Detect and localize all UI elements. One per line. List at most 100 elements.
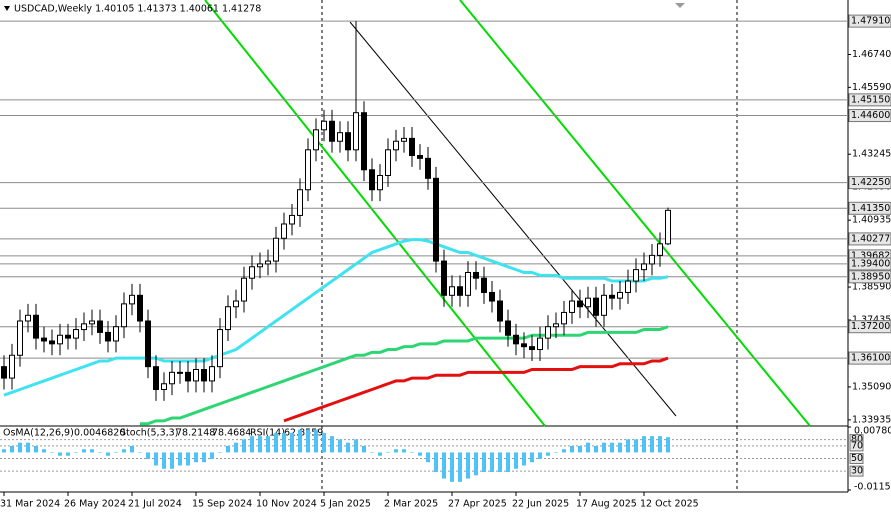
osma-bar (434, 452, 438, 473)
candle-body (281, 223, 287, 239)
candle-body (457, 286, 463, 296)
osma-bar (2, 449, 6, 453)
osma-bar (522, 452, 526, 466)
moving-average (283, 356, 669, 423)
x-tick-label: 26 May 2024 (64, 499, 126, 510)
stoch-value: 78.4684 (212, 428, 251, 439)
candle-body (489, 291, 495, 302)
osma-bar (538, 452, 542, 459)
osma-bar (618, 442, 622, 453)
candle-body (137, 294, 143, 322)
level-label-box (848, 257, 891, 271)
menu-icon[interactable] (4, 6, 10, 11)
osc-tick-label: 70 (851, 440, 863, 451)
candle-body (265, 260, 271, 265)
candle-body (553, 323, 559, 328)
osma-bar (250, 436, 254, 453)
candle-body (585, 297, 591, 308)
osma-bar (114, 452, 118, 453)
y-tick-label: 1.45590 (852, 82, 891, 93)
osma-bar (186, 452, 190, 466)
level-label: 1.39682 (851, 250, 890, 261)
osma-bar (482, 452, 486, 473)
candle-body (193, 369, 199, 382)
y-tick-label: 1.33935 (852, 414, 891, 425)
osma-bar (226, 445, 230, 453)
candle-body (665, 209, 671, 245)
candle-body (329, 120, 335, 142)
candle-body (17, 320, 23, 356)
osma-bar (210, 452, 214, 459)
candle-body (57, 334, 63, 345)
level-label-box (848, 320, 891, 334)
osma-bar (530, 452, 534, 463)
osma-bar (506, 452, 510, 473)
osma-bar (442, 452, 446, 479)
osma-bar (18, 442, 22, 453)
osma-label: OsMA(12,26,9) (3, 428, 74, 439)
level-label-box (848, 201, 891, 215)
osma-bar (474, 452, 478, 476)
stoch-value: 78.2148 (176, 428, 215, 439)
trend-channel-line (459, 0, 811, 427)
osc-level-box (849, 453, 864, 464)
candle-body (1, 366, 7, 379)
candle-body (657, 243, 663, 256)
osma-bar (426, 452, 430, 463)
osma-bar (290, 432, 294, 453)
level-label: 1.45150 (851, 94, 890, 105)
candle-body (73, 329, 79, 339)
candle-body (625, 280, 631, 293)
level-label: 1.40277 (851, 233, 890, 244)
candle-body (273, 237, 279, 262)
candle-body (497, 300, 503, 322)
candle-body (241, 277, 247, 302)
osc-level-box (849, 440, 864, 452)
osma-bar (242, 439, 246, 453)
osma-bar (402, 449, 406, 453)
candle-body (233, 300, 239, 308)
candle-body (425, 157, 431, 179)
osma-bar (154, 452, 158, 466)
candle-body (297, 189, 303, 216)
osma-bar (178, 452, 182, 466)
candle-body (81, 323, 87, 331)
osma-bar (218, 452, 222, 453)
candle-body (369, 169, 375, 191)
candle-body (145, 320, 151, 368)
y-tick-label: 1.35090 (852, 381, 891, 392)
candle-body (161, 383, 167, 390)
osma-bar (658, 436, 662, 453)
osma-bar (642, 436, 646, 453)
trend-channel-line (204, 0, 546, 427)
candle-body (49, 340, 55, 345)
x-tick-label: 27 Apr 2025 (448, 499, 507, 510)
candle-body (409, 137, 415, 157)
osma-bar (266, 436, 270, 453)
moving-average (140, 325, 669, 426)
y-tick-label: 1.37435 (852, 314, 891, 325)
level-label-box (848, 93, 891, 107)
osma-tick-label: 0.007800 (854, 426, 891, 437)
stoch-label: Stoch(5,3,3) (120, 428, 178, 439)
osma-bar (562, 449, 566, 453)
osma-bar (202, 452, 206, 463)
osma-bar (34, 445, 38, 453)
osma-bar (370, 452, 374, 453)
candle-body (113, 326, 119, 342)
candle-body (569, 300, 575, 313)
candle-body (617, 291, 623, 299)
osma-bar (490, 452, 494, 473)
osma-bar (146, 452, 150, 459)
osma-bar (98, 452, 102, 453)
candle-body (577, 300, 583, 308)
y-tick-label: 1.40935 (852, 215, 891, 226)
osma-bar (378, 452, 382, 456)
osma-bar (418, 452, 422, 456)
x-tick-label: 2 Mar 2025 (384, 499, 438, 510)
shift-marker (675, 3, 685, 8)
x-tick-label: 17 Aug 2025 (576, 499, 637, 510)
candle-body (65, 334, 71, 339)
osma-bar (634, 439, 638, 453)
